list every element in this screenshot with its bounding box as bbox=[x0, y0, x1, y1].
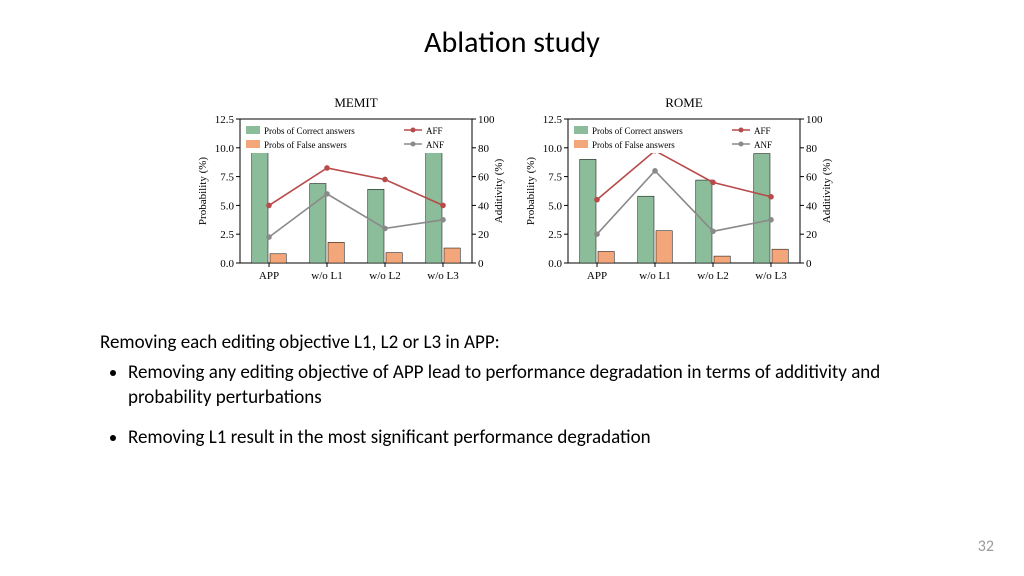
svg-text:w/o L2: w/o L2 bbox=[369, 270, 400, 282]
body-bullet-2: Removing L1 result in the most significa… bbox=[128, 425, 944, 451]
body-text: Removing each editing objective L1, L2 o… bbox=[100, 330, 944, 451]
svg-text:10.0: 10.0 bbox=[543, 143, 563, 155]
svg-text:ANF: ANF bbox=[426, 140, 444, 150]
svg-text:0.0: 0.0 bbox=[220, 258, 234, 270]
svg-text:12.5: 12.5 bbox=[215, 114, 235, 126]
svg-text:w/o L2: w/o L2 bbox=[697, 270, 728, 282]
svg-text:2.5: 2.5 bbox=[548, 229, 562, 241]
svg-text:AFF: AFF bbox=[754, 126, 771, 136]
chart-rome: ROME 0.0 2.5 5.0 7.5 10.0 12.5 0 20 40 60 80 100 Prob… bbox=[516, 91, 836, 291]
svg-text:40: 40 bbox=[478, 200, 490, 212]
svg-text:0: 0 bbox=[478, 258, 484, 270]
svg-text:w/o L1: w/o L1 bbox=[639, 270, 670, 282]
svg-text:20: 20 bbox=[806, 229, 818, 241]
svg-text:ROME: ROME bbox=[665, 95, 703, 110]
svg-text:Probs of Correct answers: Probs of Correct answers bbox=[592, 126, 683, 136]
svg-text:Additivity (%): Additivity (%) bbox=[821, 158, 833, 223]
chart-memit: MEMIT 0.0 2.5 5.0 7.5 10.0 12.5 0 20 40 60 80 100 Pro… bbox=[188, 91, 508, 291]
svg-text:Probs of False answers: Probs of False answers bbox=[592, 140, 675, 150]
svg-text:7.5: 7.5 bbox=[548, 172, 562, 184]
svg-text:ANF: ANF bbox=[754, 140, 772, 150]
svg-text:Probs of False answers: Probs of False answers bbox=[264, 140, 347, 150]
svg-text:Additivity (%): Additivity (%) bbox=[493, 158, 505, 223]
svg-text:APP: APP bbox=[259, 270, 279, 282]
svg-text:APP: APP bbox=[587, 270, 607, 282]
page-number: 32 bbox=[978, 537, 994, 556]
svg-text:80: 80 bbox=[478, 143, 490, 155]
page-title: Ablation study bbox=[0, 0, 1024, 61]
svg-text:7.5: 7.5 bbox=[220, 172, 234, 184]
body-bullet-1: Removing any editing objective of APP le… bbox=[128, 360, 944, 411]
svg-text:2.5: 2.5 bbox=[220, 229, 234, 241]
svg-text:20: 20 bbox=[478, 229, 490, 241]
svg-text:60: 60 bbox=[806, 172, 818, 184]
svg-text:MEMIT: MEMIT bbox=[334, 95, 377, 110]
svg-text:12.5: 12.5 bbox=[543, 114, 563, 126]
svg-text:100: 100 bbox=[806, 114, 823, 126]
chart-panel-memit: MEMIT 0.0 2.5 5.0 7.5 10.0 12.5 0 20 40 60 80 100 Pro… bbox=[188, 91, 508, 296]
charts-row: MEMIT 0.0 2.5 5.0 7.5 10.0 12.5 0 20 40 60 80 100 Pro… bbox=[0, 91, 1024, 296]
svg-text:w/o L3: w/o L3 bbox=[427, 270, 459, 282]
svg-text:AFF: AFF bbox=[426, 126, 443, 136]
svg-text:60: 60 bbox=[478, 172, 490, 184]
svg-text:80: 80 bbox=[806, 143, 818, 155]
svg-text:0: 0 bbox=[806, 258, 812, 270]
svg-text:w/o L1: w/o L1 bbox=[311, 270, 342, 282]
svg-text:100: 100 bbox=[478, 114, 495, 126]
svg-text:w/o L3: w/o L3 bbox=[755, 270, 787, 282]
svg-text:40: 40 bbox=[806, 200, 818, 212]
svg-text:Probability (%): Probability (%) bbox=[525, 157, 537, 225]
svg-text:5.0: 5.0 bbox=[548, 200, 562, 212]
svg-text:Probs of Correct answers: Probs of Correct answers bbox=[264, 126, 355, 136]
svg-text:10.0: 10.0 bbox=[215, 143, 235, 155]
svg-text:Probability (%): Probability (%) bbox=[197, 157, 209, 225]
chart-panel-rome: ROME 0.0 2.5 5.0 7.5 10.0 12.5 0 20 40 60 80 100 Prob… bbox=[516, 91, 836, 296]
svg-text:5.0: 5.0 bbox=[220, 200, 234, 212]
body-lead: Removing each editing objective L1, L2 o… bbox=[100, 330, 944, 356]
svg-text:0.0: 0.0 bbox=[548, 258, 562, 270]
